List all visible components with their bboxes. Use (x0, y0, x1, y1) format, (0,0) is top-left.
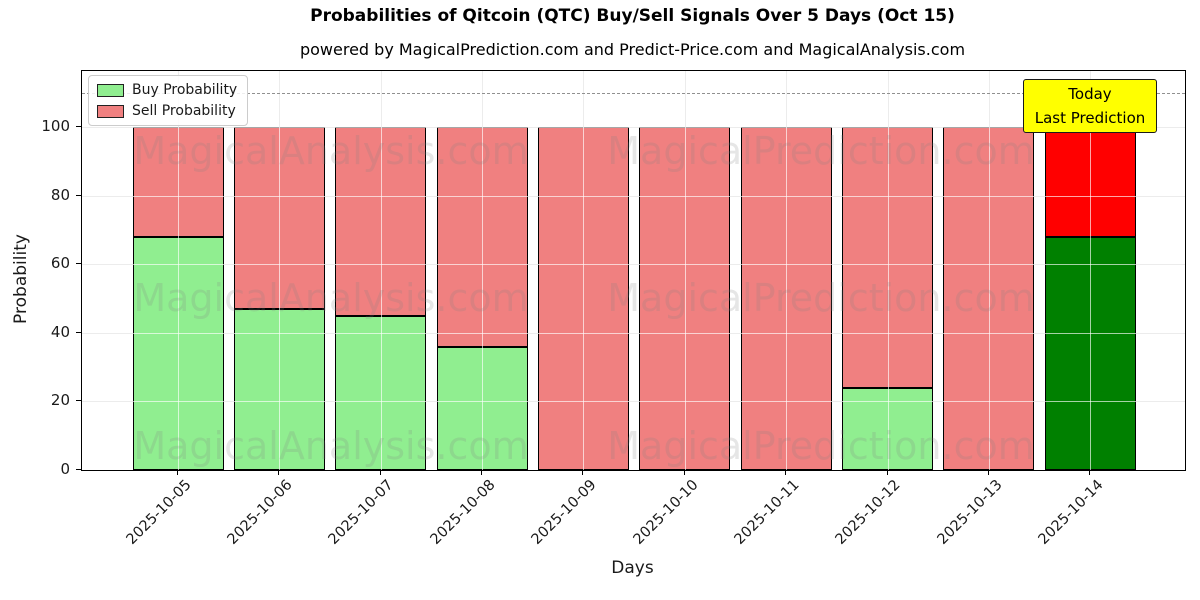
sell-bar-segment (842, 126, 934, 388)
y-tick-mark (76, 263, 81, 265)
today-annotation: Today Last Prediction (1023, 79, 1157, 133)
y-axis-label: Probability (11, 234, 31, 324)
y-tick-label: 40 (50, 322, 70, 341)
buy-bar-segment (842, 387, 934, 470)
y-tick-label: 0 (60, 460, 70, 478)
x-tick-label: 2025-10-10 (630, 477, 702, 548)
y-tick-mark (76, 125, 81, 127)
x-tick-label: 2025-10-06 (224, 477, 296, 548)
x-tick-mark (1089, 470, 1091, 475)
x-axis-label: Days (611, 558, 654, 578)
x-tick-mark (683, 470, 685, 475)
buy-bar-segment (335, 315, 427, 470)
y-tick-label: 80 (50, 185, 70, 204)
chart-title: Probabilities of Qitcoin (QTC) Buy/Sell … (310, 6, 955, 26)
x-tick-mark (481, 470, 483, 475)
legend-label-sell: Sell Probability (132, 103, 236, 119)
sell-bar-segment (740, 126, 832, 470)
legend: Buy Probability Sell Probability (88, 75, 249, 126)
x-tick-mark (785, 470, 787, 475)
x-tick-mark (278, 470, 280, 475)
y-tick-label: 60 (50, 254, 70, 273)
buy-bar-segment (436, 346, 528, 470)
buy-color-swatch (97, 83, 124, 97)
today-annotation-line2: Last Prediction (1034, 109, 1146, 127)
y-tick-label: 20 (50, 391, 70, 410)
x-tick-label: 2025-10-12 (832, 477, 904, 548)
sell-bar-segment (132, 126, 224, 237)
x-tick-mark (886, 470, 888, 475)
x-tick-mark (177, 470, 178, 475)
today-annotation-line1: Today (1068, 85, 1112, 103)
x-tick-label: 2025-10-09 (528, 477, 600, 548)
legend-label-buy: Buy Probability (132, 82, 238, 98)
x-tick-label: 2025-10-05 (123, 477, 195, 548)
sell-color-swatch (97, 104, 124, 118)
y-tick-mark (76, 331, 81, 333)
y-tick-mark (76, 400, 81, 402)
x-tick-label: 2025-10-13 (934, 477, 1006, 548)
plot-area: MagicalAnalysis.com MagicalPrediction.com… (81, 70, 1186, 471)
y-tick-mark (76, 469, 81, 470)
x-tick-label: 2025-10-07 (326, 477, 398, 548)
buy-bar-segment (1044, 236, 1136, 470)
legend-item-sell: Sell Probability (97, 103, 237, 119)
sell-bar-segment (233, 126, 325, 309)
y-tick-label: 100 (41, 116, 70, 135)
x-tick-label: 2025-10-11 (731, 477, 803, 548)
x-tick-mark (987, 470, 989, 475)
sell-bar-segment (537, 126, 629, 470)
x-tick-mark (379, 470, 381, 475)
y-tick-mark (76, 194, 81, 196)
buy-bar-segment (132, 236, 224, 470)
sell-bar-segment (639, 126, 731, 470)
x-tick-label: 2025-10-14 (1035, 477, 1107, 548)
sell-bar-segment (436, 126, 528, 347)
legend-item-buy: Buy Probability (97, 82, 237, 98)
chart-subtitle: powered by MagicalPrediction.com and Pre… (299, 40, 966, 59)
sell-bar-segment (943, 126, 1035, 470)
dashed-threshold-line (82, 92, 1185, 94)
sell-bar-segment (1044, 126, 1136, 237)
buy-bar-segment (233, 308, 325, 470)
x-tick-label: 2025-10-08 (427, 477, 499, 548)
sell-bar-segment (335, 126, 427, 316)
x-tick-mark (582, 470, 584, 475)
